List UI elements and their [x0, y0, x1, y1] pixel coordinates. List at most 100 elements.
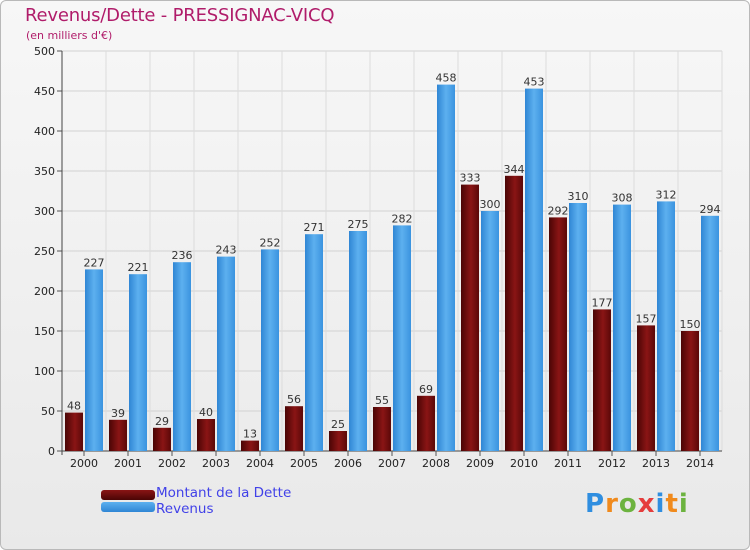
data-label-revenue: 294 — [700, 203, 721, 216]
data-label-debt: 333 — [460, 172, 481, 185]
data-label-debt: 69 — [419, 383, 433, 396]
bar-debt — [373, 407, 391, 451]
y-tick-label: 350 — [34, 165, 55, 178]
logo-letter: i — [655, 489, 666, 519]
bar-debt — [681, 331, 699, 451]
data-label-debt: 40 — [199, 406, 213, 419]
bar-debt — [549, 217, 567, 451]
data-label-revenue: 300 — [480, 198, 501, 211]
x-tick-label: 2006 — [334, 457, 362, 470]
data-label-debt: 150 — [680, 318, 701, 331]
bar-revenue — [525, 88, 543, 451]
data-label-revenue: 282 — [392, 212, 413, 225]
data-label-debt: 13 — [243, 428, 257, 441]
data-label-debt: 292 — [548, 204, 569, 217]
bar-revenue — [613, 204, 631, 451]
bar-revenue — [217, 256, 235, 451]
legend-swatch-revenue — [101, 502, 155, 512]
bar-debt — [593, 309, 611, 451]
x-tick-label: 2007 — [378, 457, 406, 470]
data-label-revenue: 312 — [656, 188, 677, 201]
data-label-debt: 25 — [331, 418, 345, 431]
data-label-debt: 48 — [67, 400, 81, 413]
x-tick-label: 2005 — [290, 457, 318, 470]
x-tick-label: 2012 — [598, 457, 626, 470]
bar-debt — [461, 184, 479, 451]
bar-revenue — [701, 215, 719, 451]
logo-letter: x — [637, 489, 656, 519]
bar-revenue — [261, 249, 279, 451]
y-tick-label: 150 — [34, 325, 55, 338]
bar-revenue — [657, 201, 675, 451]
bar-debt — [505, 175, 523, 452]
data-label-revenue: 308 — [612, 192, 633, 205]
x-tick-label: 2003 — [202, 457, 230, 470]
x-tick-label: 2002 — [158, 457, 186, 470]
data-label-revenue: 252 — [260, 236, 281, 249]
data-label-revenue: 458 — [436, 72, 457, 85]
logo-letter: r — [605, 489, 619, 519]
bar-revenue — [305, 234, 323, 451]
data-label-revenue: 236 — [172, 249, 193, 262]
x-tick-label: 2000 — [70, 457, 98, 470]
bar-debt — [637, 325, 655, 451]
bar-revenue — [173, 262, 191, 451]
data-label-revenue: 310 — [568, 190, 589, 203]
y-tick-label: 0 — [48, 445, 55, 458]
data-label-debt: 56 — [287, 393, 301, 406]
y-tick-label: 200 — [34, 285, 55, 298]
y-tick-label: 100 — [34, 365, 55, 378]
x-tick-label: 2011 — [554, 457, 582, 470]
x-tick-label: 2014 — [686, 457, 714, 470]
data-label-debt: 55 — [375, 394, 389, 407]
y-tick-label: 400 — [34, 125, 55, 138]
y-tick-label: 50 — [41, 405, 55, 418]
bar-revenue — [569, 203, 587, 451]
logo-letter: t — [665, 489, 679, 519]
data-label-revenue: 271 — [304, 221, 325, 234]
data-label-revenue: 221 — [128, 261, 149, 274]
logo-letter: P — [585, 489, 606, 519]
y-tick-label: 250 — [34, 245, 55, 258]
data-label-revenue: 275 — [348, 218, 369, 231]
data-label-debt: 157 — [636, 312, 657, 325]
bar-debt — [109, 419, 127, 451]
bar-revenue — [85, 269, 103, 451]
x-tick-label: 2013 — [642, 457, 670, 470]
proxiti-logo: Proxiti — [585, 489, 689, 519]
data-label-debt: 39 — [111, 407, 125, 420]
y-tick-label: 500 — [34, 45, 55, 58]
logo-letter: i — [678, 489, 689, 519]
bar-debt — [241, 440, 259, 451]
bar-debt — [417, 395, 435, 451]
data-label-debt: 344 — [504, 163, 525, 176]
data-label-revenue: 227 — [84, 256, 105, 269]
legend-swatch-debt — [101, 490, 155, 500]
data-label-revenue: 453 — [524, 76, 545, 89]
bar-revenue — [393, 225, 411, 451]
bar-revenue — [437, 84, 455, 451]
chart-subtitle: (en milliers d'€) — [26, 29, 113, 42]
x-tick-label: 2009 — [466, 457, 494, 470]
bar-debt — [285, 406, 303, 451]
chart-title: Revenus/Dette - PRESSIGNAC-VICQ — [25, 5, 335, 26]
legend-label-revenue: Revenus — [156, 501, 214, 517]
y-tick-label: 450 — [34, 85, 55, 98]
bar-debt — [65, 412, 83, 451]
x-tick-label: 2010 — [510, 457, 538, 470]
x-tick-label: 2004 — [246, 457, 274, 470]
x-tick-label: 2001 — [114, 457, 142, 470]
legend-label-debt: Montant de la Dette — [156, 485, 292, 501]
bar-revenue — [349, 231, 367, 451]
x-tick-label: 2008 — [422, 457, 450, 470]
bar-debt — [153, 427, 171, 451]
data-label-debt: 29 — [155, 415, 169, 428]
bar-revenue — [481, 211, 499, 451]
bar-revenue — [129, 274, 147, 451]
bar-debt — [329, 431, 347, 451]
y-tick-label: 300 — [34, 205, 55, 218]
bar-debt — [197, 419, 215, 451]
logo-letter: o — [618, 489, 638, 519]
